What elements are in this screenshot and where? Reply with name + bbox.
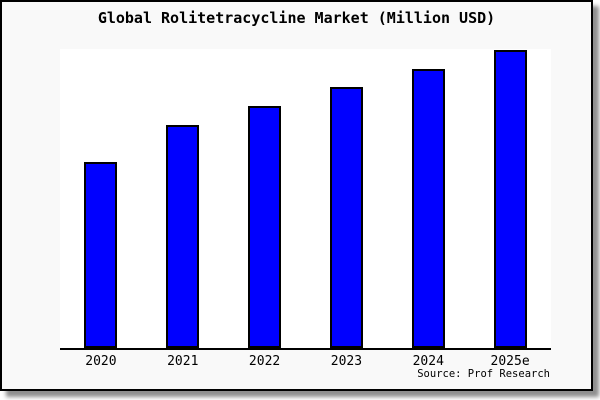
plot-area xyxy=(60,49,551,350)
x-tick-label-2022: 2022 xyxy=(248,354,281,369)
chart-figure: Global Rolitetracycline Market (Million … xyxy=(0,0,593,391)
x-tick-label-2020: 2020 xyxy=(85,354,117,369)
bar-2020 xyxy=(84,162,118,348)
source-credit: Source: Prof Research xyxy=(417,368,550,380)
bar-2024 xyxy=(411,69,445,348)
bar-2025e xyxy=(493,50,527,348)
bar-2021 xyxy=(166,125,200,348)
x-tick-label-2025e: 2025e xyxy=(490,354,530,369)
bar-2022 xyxy=(248,106,282,348)
x-tick-label-2023: 2023 xyxy=(330,354,363,369)
x-tick-label-2021: 2021 xyxy=(167,354,199,369)
chart-title: Global Rolitetracycline Market (Million … xyxy=(97,9,496,27)
x-tick-label-2024: 2024 xyxy=(412,354,444,369)
bar-2023 xyxy=(329,87,363,348)
